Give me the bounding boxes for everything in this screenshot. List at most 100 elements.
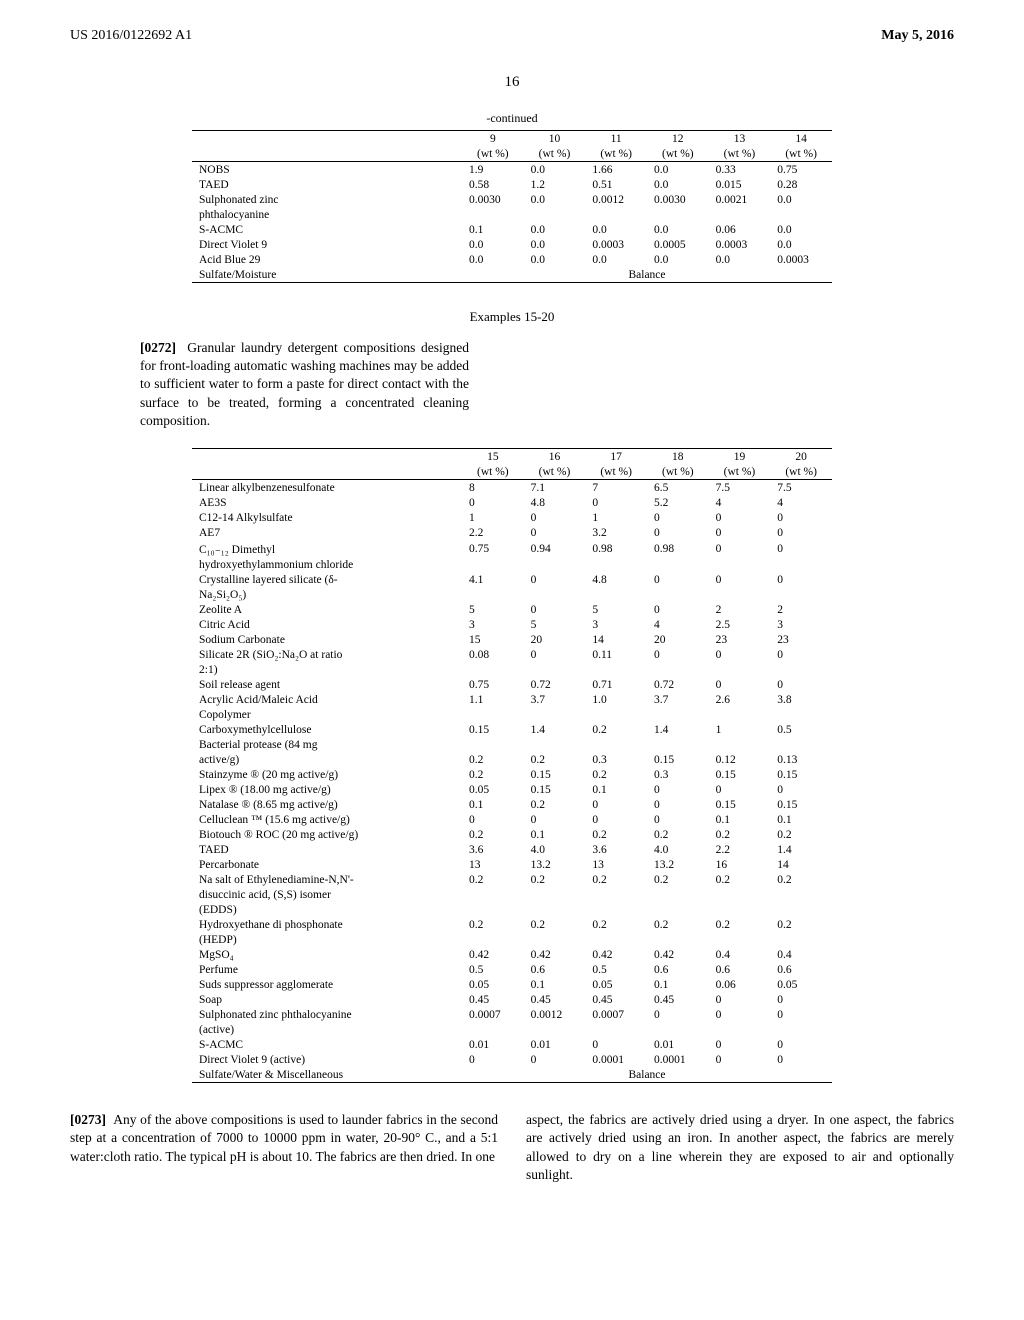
row-label: C12-14 Alkylsulfate bbox=[192, 510, 462, 525]
row-label: (EDDS) bbox=[192, 902, 462, 917]
col-header: 20 bbox=[770, 449, 832, 465]
table-row: S-ACMC0.10.00.00.00.060.0 bbox=[192, 222, 832, 237]
cell-value bbox=[709, 207, 771, 222]
cell-value: 23 bbox=[709, 632, 771, 647]
cell-value: 0.01 bbox=[647, 1037, 709, 1052]
cell-value: 0.15 bbox=[709, 797, 771, 812]
cell-value bbox=[585, 887, 647, 902]
cell-value: 1 bbox=[709, 722, 771, 737]
table-row: S-ACMC0.010.0100.0100 bbox=[192, 1037, 832, 1052]
col-subheader: (wt %) bbox=[647, 146, 709, 162]
cell-value bbox=[524, 737, 586, 752]
row-label: Na salt of Ethylenediamine-N,N'- bbox=[192, 872, 462, 887]
cell-value: 0 bbox=[462, 495, 524, 510]
table-row: Celluclean ™ (15.6 mg active/g)00000.10.… bbox=[192, 812, 832, 827]
cell-value: 0.05 bbox=[585, 977, 647, 992]
col-subheader: (wt %) bbox=[524, 146, 586, 162]
cell-value: 0 bbox=[462, 812, 524, 827]
cell-value bbox=[524, 587, 586, 602]
cell-value: 0.0007 bbox=[585, 1007, 647, 1022]
cell-value: 0 bbox=[709, 782, 771, 797]
cell-value: 1.4 bbox=[647, 722, 709, 737]
cell-value bbox=[647, 587, 709, 602]
cell-value: 0 bbox=[770, 1052, 832, 1067]
col-subheader: (wt %) bbox=[709, 464, 771, 480]
cell-value bbox=[647, 557, 709, 572]
table-row: Soap0.450.450.450.4500 bbox=[192, 992, 832, 1007]
cell-value: 6.5 bbox=[647, 480, 709, 496]
cell-value: 0.45 bbox=[462, 992, 524, 1007]
cell-value: 3 bbox=[462, 617, 524, 632]
cell-value: 0.2 bbox=[524, 797, 586, 812]
table-row: Direct Violet 90.00.00.00030.00050.00030… bbox=[192, 237, 832, 252]
cell-value: 1.9 bbox=[462, 162, 524, 178]
cell-value: 23 bbox=[770, 632, 832, 647]
cell-value: 0.0021 bbox=[709, 192, 771, 207]
cell-value: 0.2 bbox=[462, 917, 524, 932]
cell-value: 14 bbox=[770, 857, 832, 872]
col-header: 17 bbox=[585, 449, 647, 465]
cell-value bbox=[585, 707, 647, 722]
col-header: 9 bbox=[462, 131, 524, 147]
cell-value: 8 bbox=[462, 480, 524, 496]
table-row: Sulphonated zinc0.00300.00.00120.00300.0… bbox=[192, 192, 832, 207]
row-label: Linear alkylbenzenesulfonate bbox=[192, 480, 462, 496]
cell-value bbox=[770, 207, 832, 222]
cell-value bbox=[462, 662, 524, 677]
table-row: Copolymer bbox=[192, 707, 832, 722]
cell-value: 0.1 bbox=[462, 222, 524, 237]
cell-value bbox=[647, 707, 709, 722]
cell-value: 0.13 bbox=[770, 752, 832, 767]
cell-value bbox=[647, 662, 709, 677]
cell-value bbox=[585, 557, 647, 572]
col-subheader: (wt %) bbox=[462, 464, 524, 480]
cell-value: 0.5 bbox=[770, 722, 832, 737]
cell-value: 0.5 bbox=[585, 962, 647, 977]
cell-value: 0.08 bbox=[462, 647, 524, 662]
table-row: Na₂Si₂O₅) bbox=[192, 587, 832, 602]
cell-value: 0 bbox=[647, 647, 709, 662]
cell-value: 0.0003 bbox=[585, 237, 647, 252]
cell-value: 0.15 bbox=[770, 767, 832, 782]
cell-value bbox=[770, 902, 832, 917]
cell-value: 0 bbox=[647, 510, 709, 525]
cell-value: 1.2 bbox=[524, 177, 586, 192]
cell-value bbox=[770, 932, 832, 947]
row-label: S-ACMC bbox=[192, 222, 462, 237]
table-row: TAED3.64.03.64.02.21.4 bbox=[192, 842, 832, 857]
cell-value: 0.1 bbox=[585, 782, 647, 797]
cell-value: 0.72 bbox=[524, 677, 586, 692]
row-label: hydroxyethylammonium chloride bbox=[192, 557, 462, 572]
row-label: Sodium Carbonate bbox=[192, 632, 462, 647]
cell-value bbox=[462, 557, 524, 572]
page-number: 16 bbox=[70, 74, 954, 91]
row-label: AE3S bbox=[192, 495, 462, 510]
col-subheader bbox=[192, 146, 462, 162]
col-subheader: (wt %) bbox=[585, 146, 647, 162]
para-number: [0273] bbox=[70, 1112, 106, 1127]
cell-value: 2.2 bbox=[462, 525, 524, 540]
balance-row: Sulfate/Water & MiscellaneousBalance bbox=[192, 1067, 832, 1083]
cell-value: 5 bbox=[585, 602, 647, 617]
cell-value: 4.8 bbox=[524, 495, 586, 510]
table-row: Crystalline layered silicate (δ-4.104.80… bbox=[192, 572, 832, 587]
row-label: TAED bbox=[192, 177, 462, 192]
cell-value bbox=[585, 207, 647, 222]
cell-value: 0.0005 bbox=[647, 237, 709, 252]
cell-value: 4 bbox=[770, 495, 832, 510]
cell-value: 0.2 bbox=[709, 917, 771, 932]
table-row: Hydroxyethane di phosphonate0.20.20.20.2… bbox=[192, 917, 832, 932]
cell-value: 0.15 bbox=[709, 767, 771, 782]
cell-value: 0.94 bbox=[524, 540, 586, 557]
table-row: Na salt of Ethylenediamine-N,N'-0.20.20.… bbox=[192, 872, 832, 887]
composition-table-2: 151617181920 (wt %)(wt %)(wt %)(wt %)(wt… bbox=[192, 448, 832, 1083]
cell-value bbox=[524, 662, 586, 677]
cell-value: 0.2 bbox=[709, 827, 771, 842]
right-column: aspect, the fabrics are actively dried u… bbox=[526, 1111, 954, 1184]
row-label: active/g) bbox=[192, 752, 462, 767]
cell-value: 0 bbox=[524, 647, 586, 662]
cell-value: 0 bbox=[647, 525, 709, 540]
cell-value bbox=[524, 557, 586, 572]
col-subheader: (wt %) bbox=[770, 464, 832, 480]
cell-value: 0.0 bbox=[770, 237, 832, 252]
